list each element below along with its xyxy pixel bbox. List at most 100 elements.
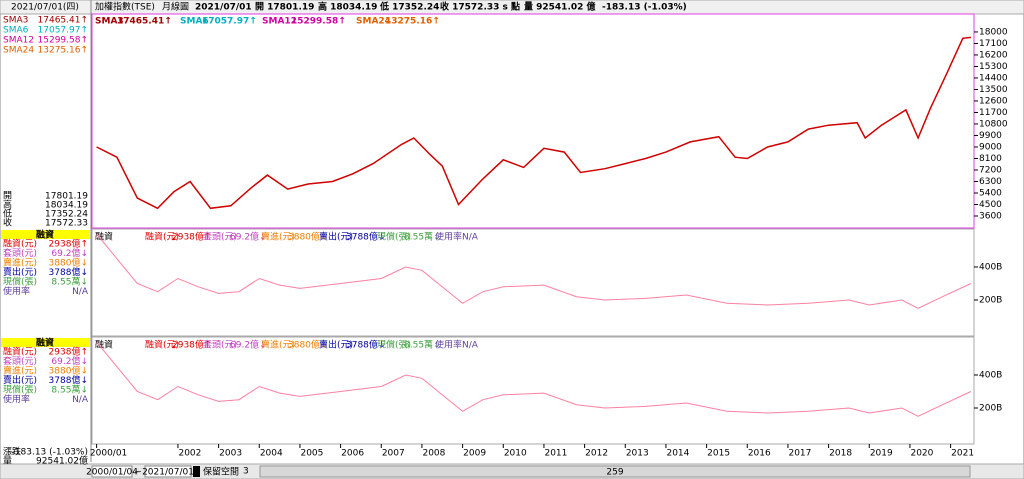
margin-legend-value: 2938億↑ bbox=[172, 231, 211, 243]
x-tick-label: 2016 bbox=[748, 449, 771, 459]
margin-legend-name: 賣出(元) bbox=[319, 231, 353, 243]
x-tick-label: 2014 bbox=[666, 449, 689, 459]
y-tick-label: 8100 bbox=[979, 154, 1002, 164]
legend-name: SMA12 bbox=[262, 17, 297, 27]
margin-value: N/A bbox=[72, 395, 89, 405]
start-date-box[interactable] bbox=[91, 465, 133, 478]
margin-name: 賣出(元) bbox=[3, 374, 37, 386]
y-tick-label: 14400 bbox=[979, 73, 1008, 83]
y-tick-label: 18000 bbox=[979, 27, 1008, 37]
x-tick-label: 2004 bbox=[260, 449, 283, 459]
margin-legend-name: 融資(元) bbox=[145, 231, 179, 243]
header-item: 高 18034.19 bbox=[318, 1, 377, 13]
ohlc-value: 17572.33 bbox=[45, 219, 88, 229]
y-tick-label: 7200 bbox=[979, 165, 1002, 175]
margin-value: 8.55萬↓ bbox=[51, 276, 88, 288]
margin-legend-value: 8.55萬↓ bbox=[404, 339, 441, 351]
margin-name: 套頭(元) bbox=[3, 355, 37, 367]
legend-name: SMA6 bbox=[180, 17, 209, 27]
margin-name: 使用率 bbox=[3, 285, 30, 297]
reserve-label: 保留空間 bbox=[203, 466, 239, 478]
x-tick-label: 2013 bbox=[626, 449, 649, 459]
header-item: 月線圖 bbox=[162, 1, 189, 13]
header-item: 2021/07/01 bbox=[195, 3, 252, 13]
margin-plot-frame bbox=[91, 336, 975, 445]
margin-legend-value: 3788億↓ bbox=[346, 339, 385, 351]
ohlc-label: 收 bbox=[3, 217, 12, 229]
ohlc-label: 高 bbox=[3, 199, 12, 211]
x-tick-label: 2007 bbox=[382, 449, 405, 459]
scrollbar[interactable] bbox=[259, 465, 971, 478]
legend-value: 17465.41↑ bbox=[117, 17, 172, 27]
margin-name: 套頭(元) bbox=[3, 247, 37, 259]
header-item: 低 17352.24 bbox=[379, 1, 439, 13]
ohlc-value: 17801.19 bbox=[45, 192, 88, 202]
margin-legend-name: 賣出(元) bbox=[319, 339, 353, 351]
date-sep: ~ bbox=[134, 468, 142, 478]
legend-value: 13275.16↑ bbox=[385, 17, 440, 27]
x-tick-label: 2017 bbox=[788, 449, 811, 459]
margin-name: 賣進(元) bbox=[3, 257, 37, 269]
ohlc-label: 開 bbox=[3, 191, 12, 202]
margin-name: 使用率 bbox=[3, 393, 30, 405]
x-tick-label: 2021 bbox=[951, 449, 974, 459]
y-tick-label: 200B bbox=[979, 404, 1002, 414]
margin-name: 融資(元) bbox=[3, 346, 37, 358]
margin-value: 3788億↓ bbox=[49, 266, 88, 278]
sma-value: 17057.97↑ bbox=[38, 26, 88, 36]
footer-value: -183.13 (-1.03%) bbox=[12, 448, 88, 458]
price-plot-frame bbox=[91, 13, 975, 229]
sma-name: SMA12 bbox=[3, 36, 34, 46]
margin-name: 融資(元) bbox=[3, 238, 37, 250]
y-tick-label: 16200 bbox=[979, 50, 1008, 60]
x-tick-label: 2018 bbox=[829, 449, 852, 459]
margin-legend-name: 使用率 bbox=[435, 339, 462, 351]
margin-value: N/A bbox=[72, 287, 89, 297]
series-line bbox=[96, 36, 971, 210]
x-tick-label: 2009 bbox=[463, 449, 486, 459]
panel-title-bg bbox=[1, 230, 90, 239]
margin-legend-value: 3880億↓ bbox=[288, 339, 327, 351]
end-date-box[interactable] bbox=[144, 465, 192, 478]
ohlc-value: 18034.19 bbox=[45, 201, 88, 211]
margin-legend-name: 賣進(元) bbox=[261, 231, 295, 243]
legend-name: SMA3 bbox=[95, 17, 124, 27]
margin-value: 69.2億↓ bbox=[51, 247, 88, 259]
x-tick-label: 2000/01 bbox=[90, 449, 127, 459]
y-tick-label: 10800 bbox=[979, 119, 1008, 129]
y-tick-label: 17100 bbox=[979, 39, 1008, 49]
y-tick-label: 9000 bbox=[979, 142, 1002, 152]
margin-legend-name: 現償(張) bbox=[377, 232, 411, 243]
bar-count: 259 bbox=[606, 468, 623, 478]
margin-value: 3788億↓ bbox=[49, 374, 88, 386]
x-tick-label: 2019 bbox=[870, 449, 893, 459]
margin-value: 2938億↑ bbox=[49, 346, 88, 358]
y-tick-label: 12600 bbox=[979, 96, 1008, 106]
margin-name: 現償(張) bbox=[3, 385, 37, 396]
margin-plot-frame bbox=[91, 228, 975, 337]
header-item: 開 17801.19 bbox=[255, 2, 314, 13]
x-tick-label: 2006 bbox=[341, 449, 364, 459]
x-tick-label: 2008 bbox=[422, 449, 445, 459]
margin-value: 2938億↑ bbox=[49, 238, 88, 250]
margin-value: 69.2億↓ bbox=[51, 355, 88, 367]
reserve-toggle[interactable] bbox=[193, 466, 200, 477]
x-tick-label: 2005 bbox=[300, 449, 323, 459]
panel-plot-title: 融資 bbox=[95, 339, 113, 351]
sma-name: SMA24 bbox=[3, 46, 34, 56]
margin-name: 現償(張) bbox=[3, 277, 37, 288]
series-line bbox=[96, 341, 972, 417]
y-tick-label: 6300 bbox=[979, 177, 1002, 187]
margin-legend-name: 現償(張) bbox=[377, 340, 411, 351]
margin-legend-value: 2938億↑ bbox=[172, 339, 211, 351]
x-tick-label: 2002 bbox=[178, 449, 201, 459]
header-item: 加權指數(TSE) bbox=[95, 1, 155, 13]
start-date: 2000/01/04 bbox=[86, 468, 138, 478]
sma-value: 17465.41↑ bbox=[38, 16, 88, 26]
sma-name: SMA3 bbox=[3, 16, 28, 26]
footer-value: 92541.02億 bbox=[36, 455, 88, 467]
margin-legend-value: 3880億↓ bbox=[288, 231, 327, 243]
y-tick-label: 400B bbox=[979, 370, 1002, 380]
margin-legend-name: 使用率 bbox=[435, 231, 462, 243]
